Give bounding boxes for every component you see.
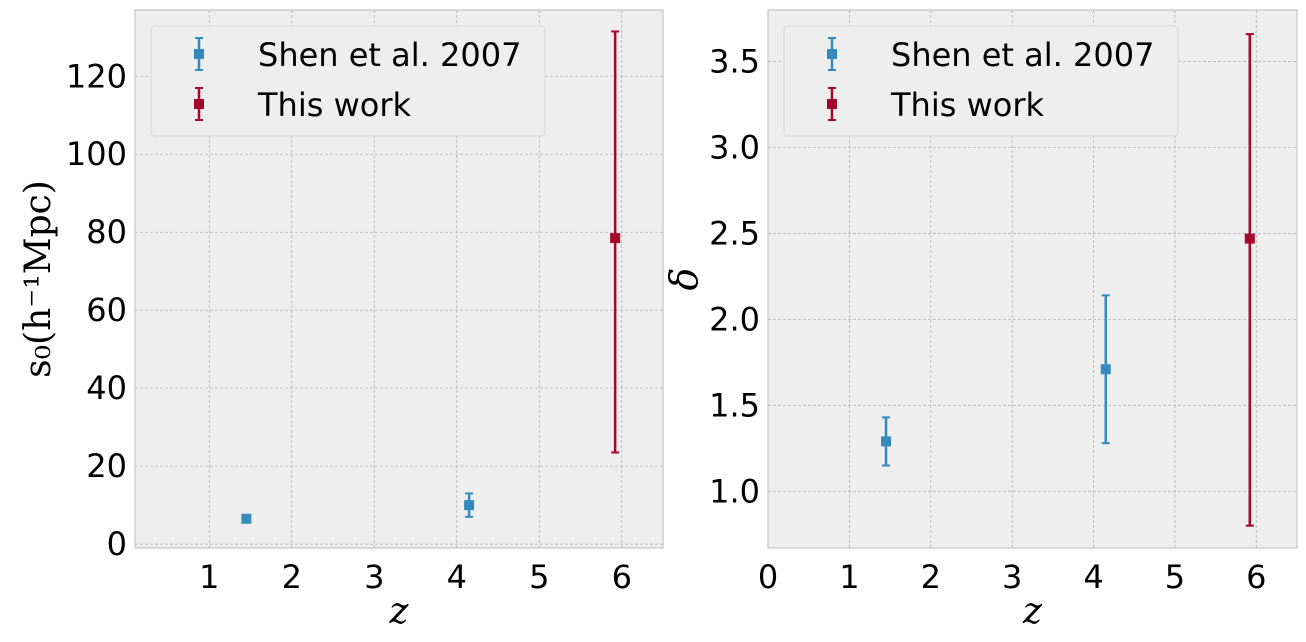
y-tick-label: 1.5 [709, 386, 760, 424]
y-tick-label: 0 [107, 525, 127, 563]
y-tick-label: 1.0 [709, 472, 760, 510]
x-axis-label: z [389, 591, 410, 632]
data-point [241, 513, 252, 524]
x-tick-label: 6 [612, 558, 632, 596]
legend-marker [827, 49, 837, 59]
data-point [464, 500, 475, 511]
data-point [1244, 233, 1255, 244]
x-tick-label: 3 [1002, 558, 1022, 596]
y-tick-label: 2.5 [709, 214, 760, 252]
legend: Shen et al. 2007 This work [150, 25, 546, 137]
x-tick-label: 6 [1246, 558, 1266, 596]
plot-frame [767, 9, 1298, 549]
data-point [610, 233, 621, 244]
legend-box [783, 25, 1179, 137]
x-tick-label: 1 [839, 558, 859, 596]
x-tick-label: 3 [364, 558, 384, 596]
legend: Shen et al. 2007 This work [783, 25, 1179, 137]
y-tick-label: 100 [66, 135, 127, 173]
x-tick-label: 1 [199, 558, 219, 596]
data-point [881, 436, 892, 447]
y-tick-label: 80 [86, 213, 127, 251]
legend-marker [194, 99, 204, 109]
legend-marker [827, 99, 837, 109]
y-tick-label: 3.0 [709, 129, 760, 167]
y-tick-label: 20 [86, 447, 127, 485]
legend-box [150, 25, 546, 137]
x-tick-label: 0 [758, 558, 778, 596]
x-tick-label: 4 [1083, 558, 1103, 596]
x-tick-label: 4 [447, 558, 467, 596]
y-tick-label: 60 [86, 291, 127, 329]
x-tick-label: 2 [282, 558, 302, 596]
x-axis-label: z [1022, 591, 1043, 632]
legend-label: This work [257, 86, 411, 124]
y-tick-label: 120 [66, 57, 127, 95]
legend-label: Shen et al. 2007 [891, 36, 1154, 74]
plot-frame [134, 9, 664, 549]
chart-panel-2: 0 1 2 3 4 5 6 1.0 1.5 2.0 2.5 3.0 3.5 z δ Shen et al. 2… [662, 9, 1298, 632]
y-tick-label: 2.0 [709, 300, 760, 338]
legend-marker [194, 49, 204, 59]
y-tick-label: 40 [86, 369, 127, 407]
y-axis-label: s₀(h⁻¹Mpc) [18, 180, 59, 378]
x-tick-label: 5 [1165, 558, 1185, 596]
legend-label: This work [890, 86, 1044, 124]
legend-label: Shen et al. 2007 [258, 36, 521, 74]
x-tick-label: 2 [921, 558, 941, 596]
x-tick-label: 5 [529, 558, 549, 596]
data-point [1100, 364, 1111, 375]
y-axis-label: δ [662, 268, 706, 291]
y-tick-label: 3.5 [709, 43, 760, 81]
